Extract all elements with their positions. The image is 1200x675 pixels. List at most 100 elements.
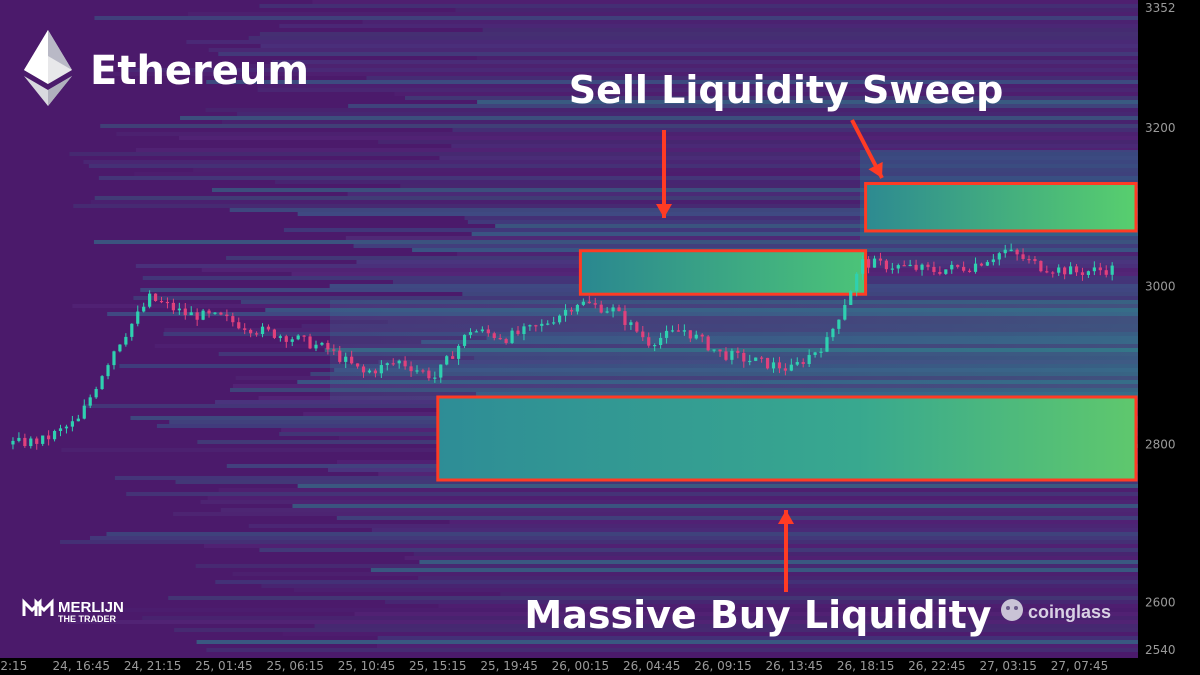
liquidity-zone-fill [437, 396, 1136, 481]
heat-band [413, 552, 1138, 556]
candle-up [41, 435, 45, 444]
candle-up [528, 325, 532, 327]
watermark-merlijn-sub: THE TRADER [58, 614, 116, 624]
candle-up [795, 362, 799, 365]
candle-down [902, 265, 906, 267]
candle-up [771, 362, 776, 369]
candle-up [944, 269, 948, 274]
heat-band [500, 592, 1138, 596]
candle-up [861, 259, 865, 274]
candle-up [52, 431, 57, 440]
liquidity-zone-fill [580, 250, 866, 295]
chart-brand-title: Ethereum [90, 48, 309, 94]
candle-down [1033, 259, 1037, 261]
candle-up [17, 437, 21, 441]
heat-band [292, 504, 1139, 508]
x-tick-label: 27, 03:15 [979, 659, 1036, 673]
sell-arrow-down-head [656, 204, 672, 218]
candle-down [938, 271, 942, 274]
candle-down [47, 435, 51, 440]
candle-up [112, 351, 116, 366]
candle-up [950, 264, 954, 270]
candle-up [789, 364, 793, 371]
candle-up [522, 326, 526, 335]
heat-band [370, 568, 1139, 572]
heat-band [175, 480, 1138, 484]
candle-up [474, 331, 479, 333]
heat-band [248, 36, 1138, 40]
heat-band [312, 0, 1138, 4]
candle-up [177, 308, 181, 311]
candle-up [136, 311, 140, 324]
candle-up [558, 315, 562, 323]
heat-band [121, 68, 1138, 72]
candle-down [635, 322, 639, 332]
heat-band [362, 20, 1138, 24]
heat-band [180, 116, 1139, 120]
heat-band [218, 52, 1138, 56]
heat-band [449, 520, 1138, 524]
candle-up [82, 405, 86, 419]
heat-band [476, 56, 1138, 60]
candle-up [831, 328, 835, 338]
heat-band [93, 240, 1139, 244]
y-tick-label: 2540 [1145, 643, 1176, 657]
heat-band [314, 624, 1139, 628]
heat-band [455, 8, 1138, 12]
candle-down [1051, 272, 1055, 274]
heat-band [377, 636, 1138, 640]
heat-band [100, 124, 1139, 128]
heat-band [259, 548, 1138, 552]
candle-down [391, 363, 395, 365]
candle-up [64, 426, 69, 429]
heat-band [196, 640, 1139, 644]
candle-up [991, 259, 995, 263]
x-tick-label: 25, 06:15 [266, 659, 323, 673]
heat-band [297, 484, 1138, 488]
candle-up [213, 312, 217, 314]
x-tick-label: 26, 22:45 [908, 659, 965, 673]
heat-band [203, 544, 1138, 548]
candle-up [11, 440, 15, 445]
candle-up [1009, 249, 1013, 251]
heat-band [221, 120, 1138, 124]
heat-band [261, 584, 1139, 588]
candle-down [979, 263, 984, 266]
candle-up [94, 389, 98, 398]
liquidity-zone-box [436, 395, 1138, 482]
candle-up [1057, 267, 1061, 273]
candle-up [189, 312, 193, 316]
candle-up [908, 264, 912, 267]
candle-up [70, 421, 74, 427]
candle-up [819, 351, 823, 353]
candle-up [730, 350, 734, 360]
candlestick-series [11, 243, 1114, 450]
heat-band [271, 60, 1138, 64]
candle-down [498, 337, 502, 340]
candle-up [118, 344, 122, 352]
coinglass-mascot-icon [1001, 599, 1023, 621]
candle-up [142, 306, 146, 312]
candle-up [611, 307, 615, 312]
watermark-coinglass: coinglass [1028, 602, 1111, 622]
heat-band [106, 532, 1138, 536]
candle-down [1063, 267, 1067, 275]
candle-up [670, 330, 675, 332]
candle-up [1086, 271, 1091, 275]
heat-band [98, 176, 1138, 180]
candle-up [278, 336, 282, 338]
candle-up [439, 364, 443, 378]
candle-up [754, 357, 758, 361]
heat-band [94, 196, 1139, 200]
heat-band [354, 612, 1139, 616]
candle-up [510, 330, 514, 343]
candle-up [290, 339, 294, 342]
heat-band [173, 512, 1138, 516]
candle-up [480, 329, 484, 332]
heat-band [452, 128, 1138, 132]
heat-band [186, 40, 1138, 44]
heat-band [212, 188, 1138, 192]
liquidity-zone-box [578, 249, 868, 296]
candle-down [35, 438, 39, 444]
candle-down [171, 302, 175, 311]
